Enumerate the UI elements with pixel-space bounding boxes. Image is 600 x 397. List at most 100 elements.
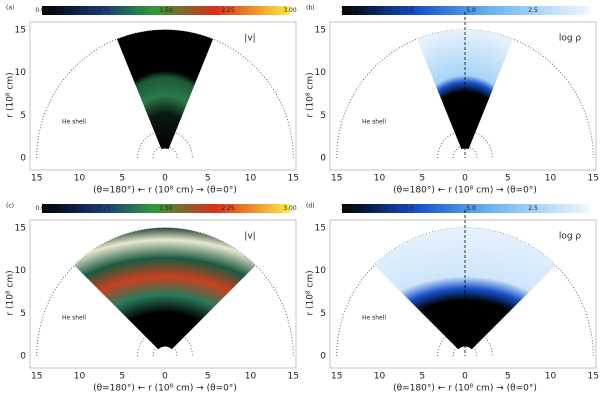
y-tick-label: 0 — [320, 154, 326, 164]
colorbar — [342, 204, 590, 213]
colorbar — [42, 204, 290, 213]
simulation-wedge — [374, 227, 556, 350]
x-tick-label: 5 — [419, 372, 425, 382]
colorbar-tick-label: 7.5 — [404, 7, 414, 14]
x-axis-label: (θ=180°) ← r (10⁸ cm) → (θ=0°) — [393, 186, 537, 196]
x-axis-label: (θ=180°) ← r (10⁸ cm) → (θ=0°) — [93, 384, 237, 394]
x-tick-label: 15 — [288, 372, 299, 382]
panel: 10.0 7.5 5.0 2.5 (b) log ρ He shell 15 10 5 0 5 10 15… — [306, 5, 599, 196]
x-tick-label: 5 — [119, 372, 125, 382]
x-tick-label: 15 — [588, 174, 599, 184]
panel-label: (a) — [6, 5, 14, 12]
core — [155, 148, 175, 168]
x-tick-label: 10 — [245, 174, 257, 184]
x-axis-label: (θ=180°) ← r (10⁸ cm) → (θ=0°) — [393, 384, 537, 394]
y-tick-label: 10 — [15, 266, 27, 276]
axes-frame — [329, 219, 597, 369]
y-tick-label: 0 — [320, 352, 326, 362]
y-tick-label: 5 — [20, 309, 26, 319]
x-tick-label: 15 — [331, 174, 342, 184]
axes-frame — [29, 21, 297, 171]
x-tick-label: 10 — [74, 174, 86, 184]
shell-annotation: He shell — [62, 119, 86, 126]
core — [155, 346, 175, 366]
colorbar-tick-label: 2.5 — [528, 205, 538, 212]
x-tick-label: 10 — [374, 174, 386, 184]
colorbar-tick-label: 2.25 — [221, 205, 235, 212]
simulation-wedge — [116, 29, 214, 150]
colorbar-tick-label: 10.0 — [340, 205, 354, 212]
x-axis-label: (θ=180°) ← r (10⁸ cm) → (θ=0°) — [93, 186, 237, 196]
panel-label: (b) — [306, 5, 315, 12]
colorbar-tick-label: 3.00 — [283, 205, 297, 212]
colorbar-tick-label: 0.75 — [97, 205, 111, 212]
colorbar-tick-label: 5.0 — [466, 7, 476, 14]
x-tick-label: 5 — [505, 372, 511, 382]
quantity-label: log ρ — [559, 34, 582, 44]
panel-label: (c) — [6, 203, 14, 210]
y-tick-label: 15 — [15, 223, 26, 233]
y-tick-label: 15 — [15, 25, 26, 35]
panel: 0.00 0.75 1.50 2.25 3.00 (c) |v| He shell 15 10 5 0… — [6, 203, 299, 394]
y-axis-label: r (10⁸ cm) — [306, 270, 316, 315]
x-tick-label: 10 — [545, 372, 557, 382]
colorbar-tick-label: 0.00 — [35, 7, 49, 14]
axes-frame — [329, 21, 597, 171]
x-tick-label: 10 — [374, 372, 386, 382]
colorbar-tick-label: 2.25 — [221, 7, 235, 14]
colorbar-tick-label: 1.50 — [159, 7, 173, 14]
x-tick-label: 0 — [462, 174, 468, 184]
y-tick-label: 10 — [315, 68, 327, 78]
x-tick-label: 10 — [74, 372, 86, 382]
panel: 10.0 7.5 5.0 2.5 (d) log ρ He shell 15 10 5 0 5 10 15… — [306, 203, 599, 394]
quantity-label: |v| — [244, 34, 255, 44]
quantity-label: |v| — [244, 232, 255, 242]
x-tick-label: 15 — [331, 372, 342, 382]
x-tick-label: 10 — [245, 372, 257, 382]
colorbar-tick-label: 0.75 — [97, 7, 111, 14]
y-tick-label: 10 — [15, 68, 27, 78]
y-tick-label: 10 — [315, 266, 327, 276]
y-tick-label: 15 — [315, 25, 326, 35]
colorbar-tick-label: 2.5 — [528, 7, 538, 14]
colorbar — [42, 6, 290, 15]
shell-annotation: He shell — [362, 119, 386, 126]
colorbar-tick-label: 10.0 — [340, 7, 354, 14]
y-axis-label: r (10⁸ cm) — [6, 72, 16, 117]
x-tick-label: 0 — [162, 174, 168, 184]
y-axis-label: r (10⁸ cm) — [6, 270, 16, 315]
shell-annotation: He shell — [62, 315, 86, 322]
x-tick-label: 0 — [462, 372, 468, 382]
y-tick-label: 15 — [315, 223, 326, 233]
shell-annotation: He shell — [362, 315, 386, 322]
x-tick-label: 5 — [205, 174, 211, 184]
colorbar-tick-label: 3.00 — [283, 7, 297, 14]
y-tick-label: 0 — [20, 352, 26, 362]
y-tick-label: 5 — [320, 309, 326, 319]
x-tick-label: 5 — [119, 174, 125, 184]
quantity-label: log ρ — [559, 232, 582, 242]
y-tick-label: 5 — [20, 111, 26, 121]
colorbar — [342, 6, 590, 15]
x-tick-label: 5 — [205, 372, 211, 382]
x-tick-label: 10 — [545, 174, 557, 184]
y-tick-label: 5 — [320, 111, 326, 121]
axes-frame — [29, 219, 297, 369]
simulation-wedge — [74, 227, 256, 350]
panel-label: (d) — [306, 203, 315, 210]
colorbar-tick-label: 5.0 — [466, 205, 476, 212]
x-tick-label: 15 — [588, 372, 599, 382]
colorbar-tick-label: 1.50 — [159, 205, 173, 212]
y-tick-label: 0 — [20, 154, 26, 164]
colorbar-tick-label: 7.5 — [404, 205, 414, 212]
y-axis-label: r (10⁸ cm) — [306, 72, 316, 117]
x-tick-label: 15 — [288, 174, 299, 184]
x-tick-label: 15 — [31, 372, 42, 382]
x-tick-label: 5 — [419, 174, 425, 184]
x-tick-label: 0 — [162, 372, 168, 382]
x-tick-label: 15 — [31, 174, 42, 184]
colorbar-tick-label: 0.00 — [35, 205, 49, 212]
panel: 0.00 0.75 1.50 2.25 3.00 (a) |v| He shell 15 10 5 0… — [6, 5, 299, 196]
x-tick-label: 5 — [505, 174, 511, 184]
